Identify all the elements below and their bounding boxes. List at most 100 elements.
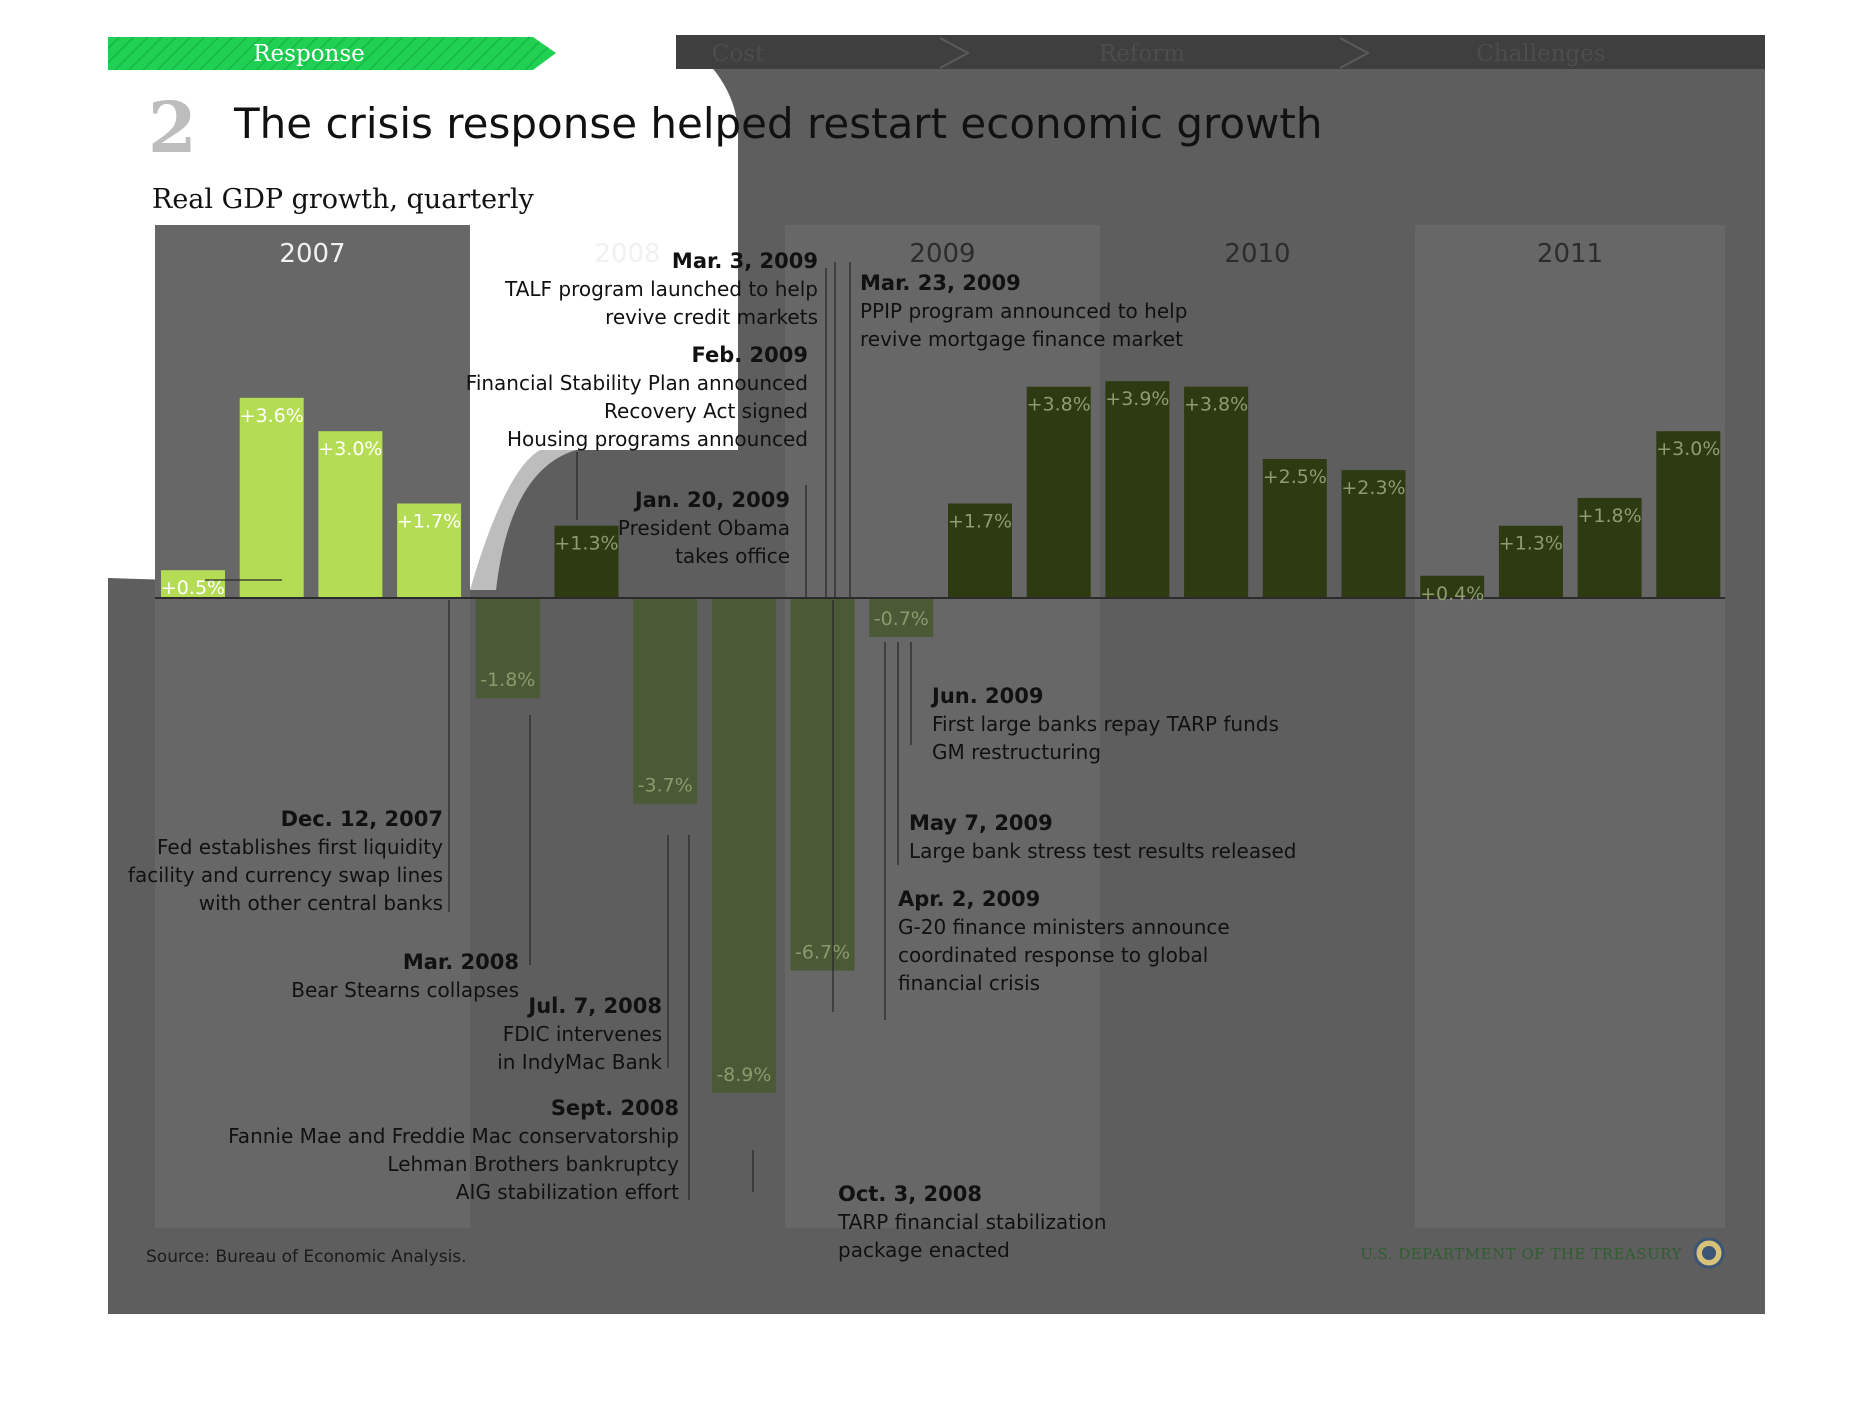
year-label: 2011	[1537, 239, 1603, 269]
panel-curl-shadow	[470, 450, 576, 590]
data-label: +1.7%	[948, 510, 1012, 532]
data-label: +3.0%	[318, 438, 382, 460]
bar	[397, 503, 462, 598]
annotation-text: FDIC intervenes	[503, 1022, 662, 1046]
tab-reform[interactable]: Reform	[1099, 41, 1185, 67]
year-band-2007	[155, 225, 470, 1228]
annotation-text: with other central banks	[199, 891, 443, 915]
tab-response[interactable]: Response	[253, 41, 365, 67]
bar	[1577, 497, 1642, 598]
bar	[475, 598, 540, 699]
year-label: 2007	[279, 239, 345, 269]
chart-title: Real GDP growth, quarterly	[152, 184, 535, 215]
data-label: +1.3%	[1499, 533, 1563, 555]
annotation-text: financial crisis	[898, 971, 1040, 995]
page-title: The crisis response helped restart econo…	[233, 99, 1323, 148]
annotation-text: Large bank stress test results released	[909, 839, 1297, 863]
annotation-text: Fed establishes first liquidity	[157, 835, 443, 859]
annotation-text: Lehman Brothers bankruptcy	[387, 1152, 679, 1176]
bar	[790, 598, 855, 971]
annotation-text: First large banks repay TARP funds	[932, 712, 1279, 736]
data-label: +1.7%	[397, 510, 461, 532]
data-label: +0.4%	[1420, 583, 1484, 605]
source-note: Source: Bureau of Economic Analysis.	[146, 1247, 467, 1267]
annotation-text: Bear Stearns collapses	[291, 978, 519, 1002]
data-label: +3.9%	[1105, 388, 1169, 410]
annotation-text: President Obama	[618, 516, 790, 540]
annotation-text: takes office	[675, 544, 790, 568]
annotation-text: Financial Stability Plan announced	[466, 371, 808, 395]
year-label: 2010	[1224, 239, 1290, 269]
annotation-text: GM restructuring	[932, 740, 1101, 764]
annotation-text: TALF program launched to help	[504, 277, 818, 301]
data-label: +3.8%	[1184, 394, 1248, 416]
tab-cost[interactable]: Cost	[712, 41, 765, 67]
data-label: -6.7%	[795, 942, 850, 964]
annotation-date: Jan. 20, 2009	[633, 488, 790, 512]
year-band-2011	[1415, 225, 1725, 1228]
year-label: 2009	[909, 239, 975, 269]
annotation-date: Apr. 2, 2009	[898, 887, 1040, 911]
bar	[161, 570, 225, 598]
data-label: -3.7%	[638, 775, 693, 797]
annotation-date: Dec. 12, 2007	[281, 807, 443, 831]
annotation-text: AIG stabilization effort	[456, 1180, 679, 1204]
bar	[1184, 386, 1249, 598]
annotation-date: Sept. 2008	[551, 1096, 679, 1120]
tab-response-bg[interactable]	[108, 37, 556, 70]
data-label: +1.3%	[554, 533, 618, 555]
data-label: +2.3%	[1341, 477, 1405, 499]
annotation-text: in IndyMac Bank	[497, 1050, 662, 1074]
annotation-date: Mar. 3, 2009	[672, 249, 818, 273]
annotation-text: G-20 finance ministers announce	[898, 915, 1230, 939]
annotation-date: Oct. 3, 2008	[838, 1182, 982, 1206]
bar	[239, 397, 304, 598]
year-label: 2008	[594, 239, 660, 269]
annotation-text: coordinated response to global	[898, 943, 1208, 967]
nav-bar	[676, 35, 1765, 69]
bar	[554, 525, 619, 598]
bar	[711, 598, 776, 1093]
annotation-text: Housing programs announced	[507, 427, 808, 451]
annotation-text: package enacted	[838, 1238, 1010, 1262]
treasury-seal-icon	[1693, 1237, 1725, 1269]
data-label: +1.8%	[1577, 505, 1641, 527]
annotation-date: Jun. 2009	[930, 684, 1043, 708]
annotation-text: revive mortgage finance market	[860, 327, 1183, 351]
data-label: +3.8%	[1027, 394, 1091, 416]
bar	[1420, 575, 1485, 598]
chevron-right-icon	[1339, 37, 1371, 69]
annotation-text: TARP financial stabilization	[837, 1210, 1107, 1234]
annotation-date: Jul. 7, 2008	[526, 994, 662, 1018]
bar	[633, 598, 698, 804]
bar	[869, 598, 934, 637]
data-label: -0.7%	[874, 608, 929, 630]
annotation-text: Fannie Mae and Freddie Mac conservatorsh…	[228, 1124, 679, 1148]
bar	[1026, 386, 1091, 598]
annotation-text: PPIP program announced to help	[860, 299, 1187, 323]
bar	[1341, 470, 1406, 598]
data-label: -1.8%	[480, 669, 535, 691]
bar	[1498, 525, 1563, 598]
tab-challenges[interactable]: Challenges	[1476, 41, 1605, 67]
bar	[948, 503, 1012, 598]
data-label: +0.5%	[161, 577, 225, 599]
brand-name: U.S. DEPARTMENT OF THE TREASURY	[1360, 1245, 1682, 1263]
annotation-text: Recovery Act signed	[604, 399, 808, 423]
annotation-text: facility and currency swap lines	[128, 863, 443, 887]
chevron-right-icon	[939, 37, 971, 69]
annotation-date: Mar. 2008	[403, 950, 519, 974]
data-label: +2.5%	[1263, 466, 1327, 488]
bar	[1262, 459, 1327, 598]
bar	[1105, 381, 1170, 598]
bar	[318, 431, 383, 598]
data-label: -8.9%	[716, 1064, 771, 1086]
data-label: +3.0%	[1656, 438, 1720, 460]
annotation-text: revive credit markets	[605, 305, 818, 329]
slide-number: 2	[148, 86, 197, 169]
annotation-date: May 7, 2009	[909, 811, 1053, 835]
data-label: +3.6%	[240, 405, 304, 427]
bar	[1656, 431, 1721, 598]
annotation-date: Mar. 23, 2009	[860, 271, 1021, 295]
